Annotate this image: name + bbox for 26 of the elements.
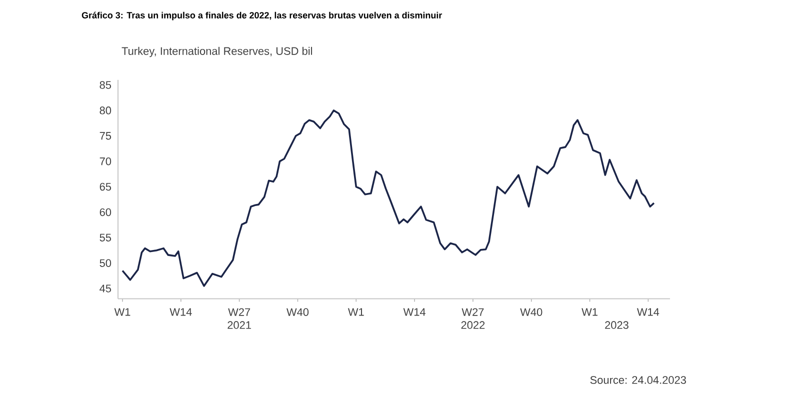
x-tick-label: W14 xyxy=(170,308,192,316)
x-tick-label: W1 xyxy=(114,308,130,316)
x-tick-label: W14 xyxy=(636,308,660,316)
x2-tick-label: 2023 xyxy=(605,321,628,329)
y-tick-label: 65 xyxy=(100,182,112,191)
y-tick-label: 50 xyxy=(100,259,112,267)
chart-subtitle: Turkey, International Reserves, USD bil xyxy=(122,46,312,58)
y-tick-label: 80 xyxy=(100,106,112,114)
source-note: Source: 24.04.2023 xyxy=(590,376,686,384)
y-tick-label: 75 xyxy=(100,132,112,140)
y-tick-label: 60 xyxy=(100,208,112,216)
x2-tick-label: 2021 xyxy=(228,321,251,329)
x2-tick-label: 2022 xyxy=(461,321,485,329)
x-tick-label: W14 xyxy=(403,308,426,316)
x-tick-label: W27 xyxy=(462,308,484,316)
chart-title: Gráfico 3: Tras un impulso a finales de 2022, las reservas brutas vuelven a disminuir xyxy=(82,12,442,20)
y-tick-label: 85 xyxy=(100,81,112,89)
x-tick-label: W1 xyxy=(348,308,364,316)
y-tick-label: 45 xyxy=(100,284,112,292)
y-tick-label: 55 xyxy=(100,234,112,242)
y-tick-label: 70 xyxy=(100,157,112,166)
x-tick-label: W27 xyxy=(228,308,250,316)
line-series xyxy=(122,110,655,287)
x-tick-label: W40 xyxy=(286,308,309,316)
x-tick-label: W40 xyxy=(520,308,542,316)
x-tick-label: W1 xyxy=(582,308,598,316)
